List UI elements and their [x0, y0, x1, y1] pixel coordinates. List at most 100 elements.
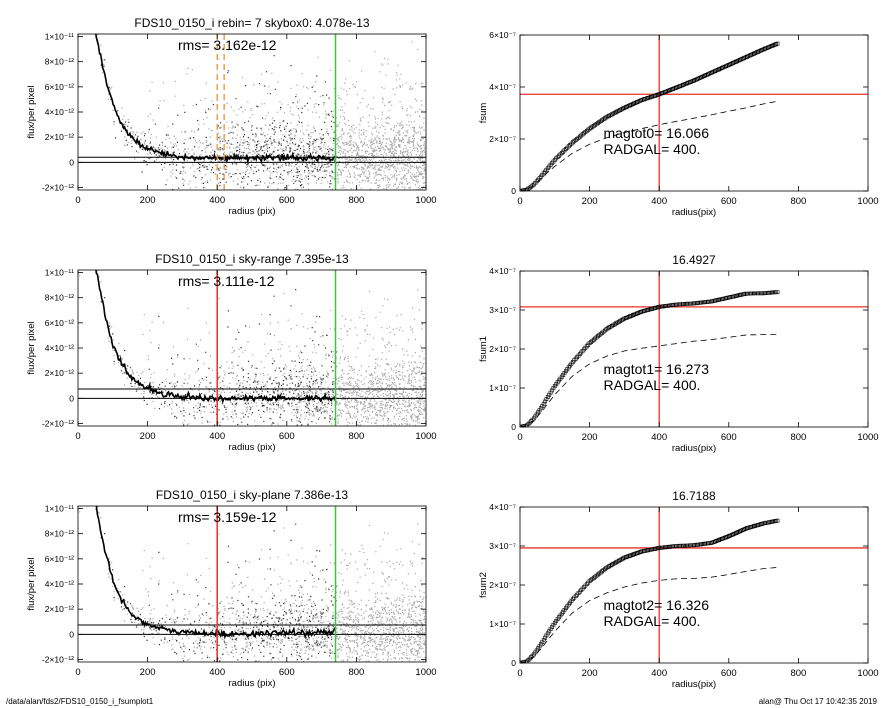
profile-line: [95, 506, 337, 640]
y-tick-label: 0: [511, 658, 516, 668]
radgal-annotation: RADGAL= 400.: [604, 141, 701, 157]
x-axis-label: radius (pix): [229, 678, 276, 689]
y-tick-label: 2×10⁻⁷: [489, 134, 516, 144]
cumulative-sum-squares: [520, 41, 780, 191]
y-tick-label: 4×10⁻⁷: [489, 266, 516, 276]
chart-panel-left-2: 0 200 400 600 800 1000-2×10⁻¹²02×10⁻¹²4×10⁻¹²…: [26, 252, 437, 453]
plot-area: [78, 270, 426, 426]
y-tick-label: 4×10⁻⁷: [489, 502, 516, 512]
y-tick-label: 6×10⁻⁷: [489, 30, 516, 40]
y-tick-label: 0: [69, 629, 74, 639]
x-tick-label: 0: [517, 196, 522, 207]
axis-frame: [519, 270, 869, 428]
y-tick-label: 4×10⁻¹²: [45, 343, 74, 353]
y-tick-label: -2×10⁻¹²: [42, 654, 74, 664]
magtot-annotation: magtot2= 16.326: [604, 597, 710, 613]
y-tick-label: 0: [511, 186, 516, 196]
y-tick-label: 0: [69, 393, 74, 403]
magtot-annotation: magtot0= 16.066: [604, 125, 710, 141]
scatter-dark: [95, 508, 337, 662]
rms-annotation: rms= 3.111e-12: [178, 273, 275, 289]
x-tick-label: 200: [140, 667, 156, 678]
y-axis-label: fsum2: [478, 572, 489, 598]
y-tick-label: 1×10⁻¹¹: [45, 504, 74, 514]
magtot-annotation: magtot1= 16.273: [604, 361, 710, 377]
profile-line: [94, 34, 337, 165]
x-axis-label: radius (pix): [229, 442, 276, 453]
scatter-points: [79, 506, 426, 662]
plot-area: [520, 35, 868, 191]
axis-frame: [77, 33, 427, 191]
x-tick-label: 600: [721, 668, 737, 679]
x-tick-label: 1000: [415, 667, 436, 678]
scatter-gray: [97, 34, 426, 190]
cumulative-sum-squares: [520, 290, 780, 427]
y-tick-label: 6×10⁻¹²: [45, 82, 74, 92]
y-tick-label: 0: [511, 422, 516, 432]
panel-title: 16.4927: [672, 253, 716, 267]
x-axis-label: radius(pix): [672, 679, 716, 690]
y-tick-label: 8×10⁻¹²: [45, 57, 74, 67]
y-tick-label: 8×10⁻¹²: [45, 529, 74, 539]
annulus-sum-dashed: [520, 334, 778, 427]
radgal-annotation: RADGAL= 400.: [604, 377, 701, 393]
y-tick-label: 0: [69, 157, 74, 167]
x-tick-label: 800: [348, 431, 364, 442]
x-tick-label: 200: [582, 432, 598, 443]
panel-title: 16.7188: [672, 489, 716, 503]
x-tick-label: 400: [209, 667, 225, 678]
x-tick-label: 0: [75, 195, 80, 206]
y-tick-label: 3×10⁻⁷: [489, 305, 516, 315]
x-tick-label: 0: [75, 431, 80, 442]
scatter-gray: [79, 270, 426, 426]
x-tick-label: 600: [721, 432, 737, 443]
cumulative-sum-squares: [520, 518, 780, 663]
y-tick-label: 6×10⁻¹²: [45, 318, 74, 328]
y-tick-label: 1×10⁻¹¹: [45, 32, 74, 42]
scatter-dark: [95, 272, 337, 426]
file-path-footer: /data/alan/fds2/FDS10_0150_i_fsumplot1: [6, 697, 154, 706]
y-tick-label: 1×10⁻⁷: [489, 619, 516, 629]
x-tick-label: 200: [582, 668, 598, 679]
radgal-annotation: RADGAL= 400.: [604, 613, 701, 629]
timestamp-footer: alan@ Thu Oct 17 10:42:35 2019: [758, 697, 877, 706]
x-axis-label: radius (pix): [229, 206, 276, 217]
rms-annotation: rms= 3.162e-12: [178, 37, 277, 53]
x-tick-label: 0: [75, 667, 80, 678]
y-axis-label: flux/per pixel: [26, 557, 37, 610]
x-tick-label: 400: [209, 431, 225, 442]
x-tick-label: 600: [279, 431, 295, 442]
plot-area: [520, 507, 868, 663]
x-tick-label: 400: [651, 668, 667, 679]
x-tick-label: 200: [140, 431, 156, 442]
x-tick-label: 1000: [415, 431, 436, 442]
x-tick-label: 0: [517, 668, 522, 679]
x-tick-label: 800: [348, 195, 364, 206]
x-tick-label: 1000: [857, 196, 878, 207]
annulus-sum-dashed: [520, 100, 778, 191]
x-tick-label: 800: [790, 668, 806, 679]
x-tick-label: 0: [517, 432, 522, 443]
x-tick-label: 200: [582, 196, 598, 207]
y-axis-label: flux/per pixel: [26, 85, 37, 138]
y-axis-label: fsum1: [478, 336, 489, 362]
plot-area: [520, 271, 868, 427]
y-tick-label: 2×10⁻⁷: [489, 580, 516, 590]
plot-area: [78, 34, 426, 190]
axis-frame: [519, 34, 869, 192]
y-axis-label: flux/per pixel: [26, 321, 37, 374]
axis-frame: [519, 506, 869, 664]
y-tick-label: -2×10⁻¹²: [42, 182, 74, 192]
panel-title: FDS10_0150_i sky-range 7.395e-13: [155, 252, 349, 266]
y-tick-label: 1×10⁻⁷: [489, 383, 516, 393]
x-axis-label: radius(pix): [672, 207, 716, 218]
y-tick-label: 1×10⁻¹¹: [45, 268, 74, 278]
scatter-points: [79, 270, 426, 426]
y-tick-label: 2×10⁻⁷: [489, 344, 516, 354]
plot-area: [78, 506, 426, 662]
x-tick-label: 400: [651, 196, 667, 207]
panel-title: FDS10_0150_i sky-plane 7.386e-13: [156, 488, 348, 502]
profile-line: [95, 270, 337, 405]
